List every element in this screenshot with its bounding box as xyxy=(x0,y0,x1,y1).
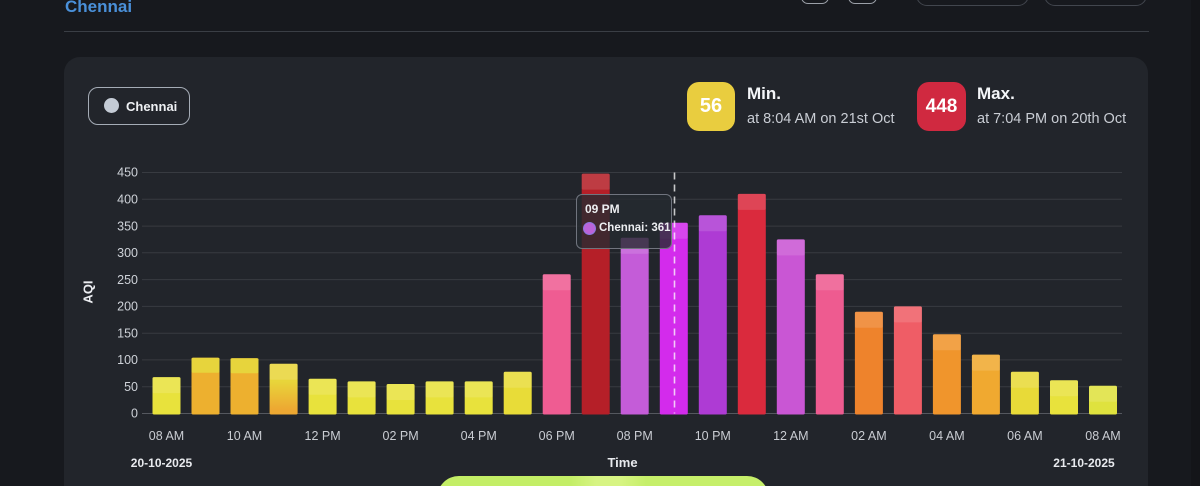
svg-text:06 AM: 06 AM xyxy=(1007,429,1042,443)
svg-text:12 AM: 12 AM xyxy=(773,429,808,443)
svg-text:150: 150 xyxy=(117,326,138,340)
svg-text:0: 0 xyxy=(131,407,138,421)
svg-text:Time: Time xyxy=(607,455,637,470)
svg-text:02 AM: 02 AM xyxy=(851,429,886,443)
svg-text:300: 300 xyxy=(117,246,138,260)
svg-text:02 PM: 02 PM xyxy=(383,429,419,443)
svg-text:20-10-2025: 20-10-2025 xyxy=(131,456,193,470)
svg-text:10 PM: 10 PM xyxy=(695,429,731,443)
svg-text:10 AM: 10 AM xyxy=(227,429,262,443)
svg-text:AQI: AQI xyxy=(81,280,96,303)
svg-text:250: 250 xyxy=(117,273,138,287)
svg-text:50: 50 xyxy=(124,380,138,394)
svg-text:04 AM: 04 AM xyxy=(929,429,964,443)
svg-text:08 AM: 08 AM xyxy=(149,429,184,443)
svg-text:100: 100 xyxy=(117,353,138,367)
svg-text:04 PM: 04 PM xyxy=(461,429,497,443)
svg-text:06 PM: 06 PM xyxy=(539,429,575,443)
svg-text:400: 400 xyxy=(117,193,138,207)
svg-text:200: 200 xyxy=(117,300,138,314)
svg-text:12 PM: 12 PM xyxy=(305,429,341,443)
svg-text:450: 450 xyxy=(117,166,138,180)
svg-text:350: 350 xyxy=(117,219,138,233)
svg-text:21-10-2025: 21-10-2025 xyxy=(1053,456,1115,470)
svg-text:08 AM: 08 AM xyxy=(1085,429,1120,443)
svg-text:08 PM: 08 PM xyxy=(617,429,653,443)
